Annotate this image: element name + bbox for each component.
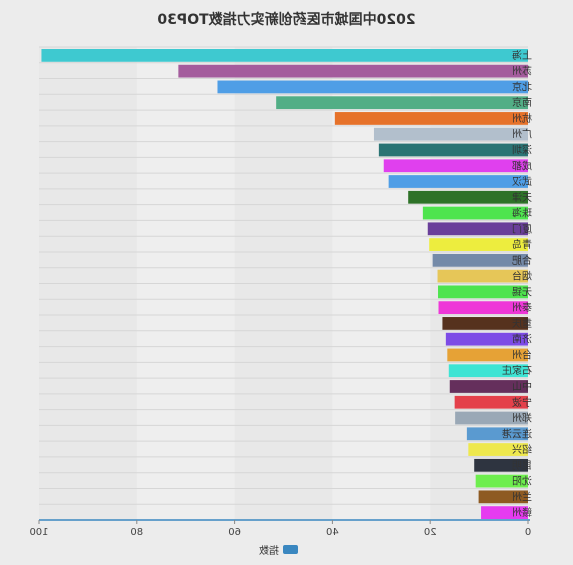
category-label: 南京 [512, 96, 532, 109]
bar[interactable] [475, 474, 528, 488]
bar[interactable] [478, 490, 528, 504]
bar[interactable] [378, 143, 528, 157]
category-label: 上海 [512, 49, 532, 62]
bar[interactable] [276, 96, 528, 110]
category-label: 赣州 [512, 506, 532, 519]
bar[interactable] [448, 364, 528, 378]
bar[interactable] [455, 411, 528, 425]
category-label: 重庆 [512, 317, 532, 330]
legend-swatch [283, 545, 298, 554]
bar[interactable] [388, 175, 528, 188]
category-label: 苏州 [512, 65, 532, 78]
category-label: 无锡 [512, 285, 532, 298]
bar[interactable] [373, 127, 528, 141]
category-label: 连云港 [502, 427, 532, 440]
bar[interactable] [408, 190, 528, 204]
category-label: 珠海 [512, 207, 532, 220]
bar[interactable] [438, 301, 528, 315]
bar[interactable] [474, 458, 528, 472]
bar[interactable] [481, 506, 528, 519]
category-label: 青岛 [512, 238, 532, 251]
x-tick-label: 20 [424, 527, 437, 538]
category-label: 兰州 [512, 490, 532, 503]
bar[interactable] [178, 64, 529, 78]
category-label: 绍兴 [512, 443, 532, 456]
bar[interactable] [437, 269, 528, 283]
x-tick-label: 0 [525, 527, 531, 538]
category-label: 天津 [512, 192, 532, 204]
category-label: 合肥 [512, 254, 532, 267]
category-label: 昆明 [512, 460, 532, 472]
bar[interactable] [427, 222, 528, 236]
category-label: 泰州 [512, 301, 532, 314]
category-label: 郑州 [512, 412, 532, 425]
category-label: 烟台 [512, 270, 532, 283]
bar[interactable] [445, 332, 528, 346]
category-label: 石家庄 [502, 364, 532, 377]
bar[interactable] [217, 80, 529, 94]
bar[interactable] [383, 159, 528, 173]
category-label: 中山 [512, 380, 532, 393]
x-tick-label: 40 [326, 527, 339, 538]
bar[interactable] [41, 49, 528, 62]
bar[interactable] [334, 112, 528, 125]
bar[interactable] [438, 285, 528, 299]
legend[interactable]: 指数 [250, 542, 298, 557]
category-label: 沈阳 [512, 475, 532, 488]
category-label: 台州 [512, 348, 532, 361]
bar[interactable] [454, 395, 528, 409]
bar[interactable] [429, 238, 528, 251]
bar[interactable] [466, 427, 528, 441]
bar[interactable] [449, 380, 528, 393]
x-axis: 0 20 40 60 80 100 [29, 519, 531, 538]
category-label: 厦门 [512, 222, 532, 235]
category-label: 武汉 [512, 175, 532, 188]
bar[interactable] [442, 317, 528, 330]
x-tick-label: 80 [130, 527, 143, 538]
bar[interactable] [447, 348, 528, 362]
grid-lines [39, 46, 528, 521]
bar[interactable] [432, 253, 528, 267]
category-label: 广州 [512, 129, 532, 141]
category-label: 济南 [512, 333, 532, 346]
category-label: 深圳 [512, 144, 532, 156]
bar[interactable] [422, 206, 528, 220]
bar[interactable] [468, 443, 528, 456]
category-label: 北京 [512, 80, 532, 93]
category-label: 杭州 [512, 112, 532, 125]
bars [41, 49, 529, 519]
category-label: 成都 [512, 160, 532, 172]
category-labels: 上海苏州北京南京杭州广州深圳成都武汉天津珠海厦门青岛合肥烟台无锡泰州重庆济南台州… [502, 49, 532, 519]
category-label: 宁波 [512, 396, 532, 409]
x-tick-label: 100 [29, 527, 48, 538]
legend-label: 指数 [259, 546, 279, 557]
x-tick-label: 60 [228, 527, 241, 538]
